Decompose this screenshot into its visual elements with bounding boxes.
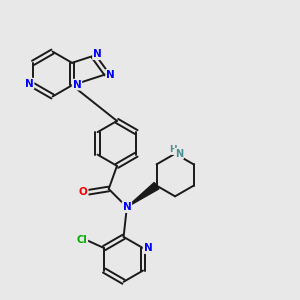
Text: N: N [175,149,183,159]
Text: H: H [169,145,177,154]
Text: N: N [106,70,115,80]
Text: Cl: Cl [76,235,87,245]
Text: N: N [93,49,102,59]
Text: N: N [25,79,34,88]
Text: N: N [73,80,81,90]
Text: N: N [122,202,131,212]
Text: N: N [144,243,152,253]
Text: O: O [79,187,88,197]
Polygon shape [127,182,159,207]
